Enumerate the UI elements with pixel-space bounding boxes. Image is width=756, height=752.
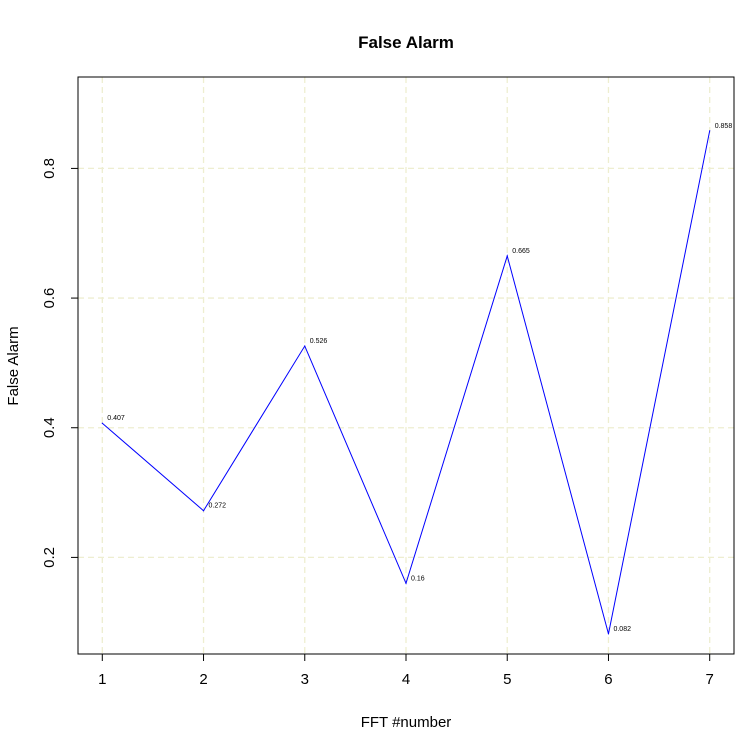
y-tick-label-4: 0.8 bbox=[41, 158, 58, 179]
x-tick-label-1: 1 bbox=[98, 671, 106, 688]
data-point-4 bbox=[405, 582, 407, 584]
data-label-7: 0.858 bbox=[715, 123, 733, 130]
data-labels: 0.407 0.272 0.526 0.16 0.665 0.082 0.858 bbox=[107, 123, 732, 633]
y-tick-label-3: 0.6 bbox=[41, 288, 58, 309]
data-point-5 bbox=[506, 255, 508, 257]
data-label-3: 0.526 bbox=[310, 338, 328, 345]
x-tick-label-3: 3 bbox=[301, 671, 309, 688]
x-tick-label-6: 6 bbox=[604, 671, 612, 688]
data-point-6 bbox=[607, 633, 610, 635]
data-label-1: 0.407 bbox=[107, 415, 125, 422]
data-label-4: 0.16 bbox=[411, 575, 425, 582]
data-label-2: 0.272 bbox=[209, 503, 227, 510]
y-axis: 0.2 0.4 0.6 0.8 bbox=[41, 158, 79, 568]
series-layer bbox=[101, 130, 711, 635]
x-tick-label-7: 7 bbox=[706, 671, 714, 688]
x-axis-label: FFT #number bbox=[361, 714, 452, 731]
y-axis-label: False Alarm bbox=[5, 326, 22, 405]
chart-title: False Alarm bbox=[358, 33, 454, 52]
data-point-2 bbox=[202, 510, 205, 512]
x-tick-label-2: 2 bbox=[199, 671, 207, 688]
data-point-1 bbox=[101, 422, 103, 424]
data-point-7 bbox=[709, 130, 711, 132]
data-label-6: 0.082 bbox=[613, 626, 631, 633]
x-axis: 1 2 3 4 5 6 7 bbox=[98, 653, 714, 688]
data-point-3 bbox=[304, 345, 306, 347]
grid bbox=[78, 77, 734, 654]
y-tick-label-1: 0.2 bbox=[41, 547, 58, 568]
x-tick-label-5: 5 bbox=[503, 671, 511, 688]
x-tick-label-4: 4 bbox=[402, 671, 410, 688]
y-tick-label-2: 0.4 bbox=[41, 417, 58, 438]
data-label-5: 0.665 bbox=[512, 248, 530, 255]
